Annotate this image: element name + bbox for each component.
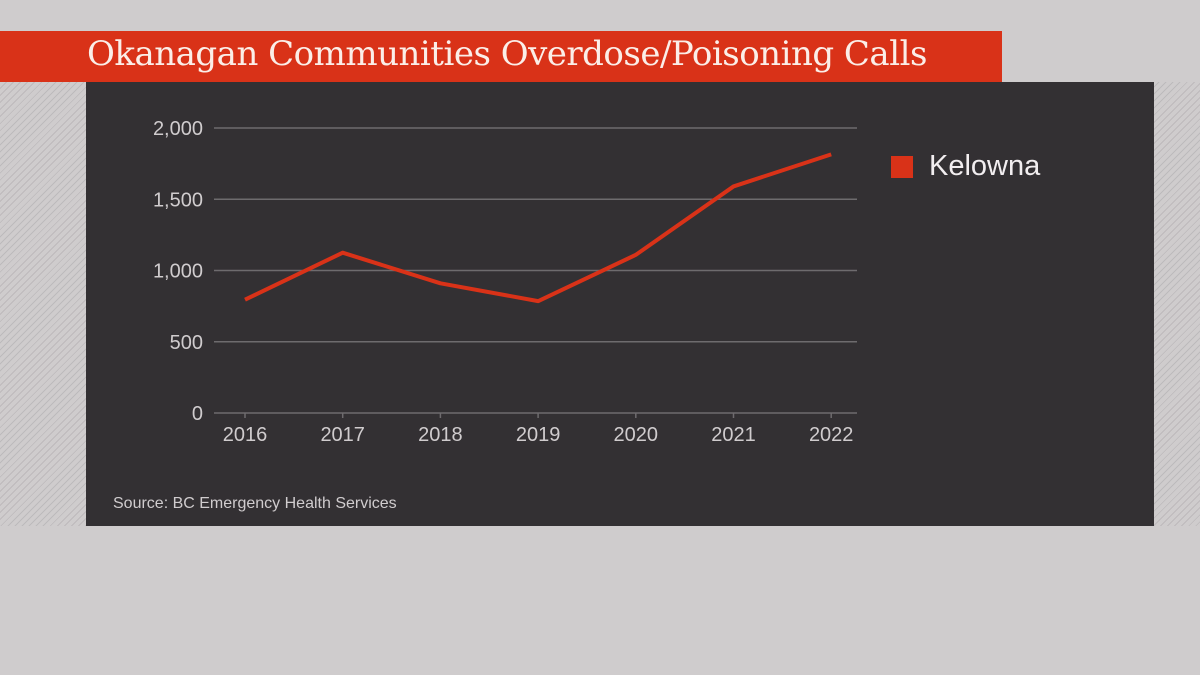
- series-line-kelowna: [244, 152, 832, 304]
- y-tick-label: 1,500: [153, 189, 203, 211]
- x-tick-label: 2016: [223, 424, 268, 446]
- chart-title: Okanagan Communities Overdose/Poisoning …: [87, 34, 927, 74]
- x-tick-label: 2022: [809, 424, 854, 446]
- chart-panel: [86, 82, 1154, 526]
- x-tick-label: 2020: [614, 424, 659, 446]
- y-tick-label: 0: [192, 403, 203, 425]
- y-tick-label: 500: [170, 332, 203, 354]
- x-tick-label: 2019: [516, 424, 561, 446]
- legend-swatch: [891, 155, 913, 178]
- x-tick-label: 2018: [418, 424, 463, 446]
- x-tick-label: 2017: [320, 424, 365, 446]
- title-bar: [0, 31, 1002, 82]
- y-tick-label: 1,000: [153, 261, 203, 283]
- x-tick-label: 2021: [711, 424, 756, 446]
- source-note: Source: BC Emergency Health Services: [113, 495, 397, 512]
- y-tick-label: 2,000: [153, 118, 203, 140]
- legend: Kelowna: [891, 150, 1040, 183]
- legend-label: Kelowna: [929, 150, 1041, 182]
